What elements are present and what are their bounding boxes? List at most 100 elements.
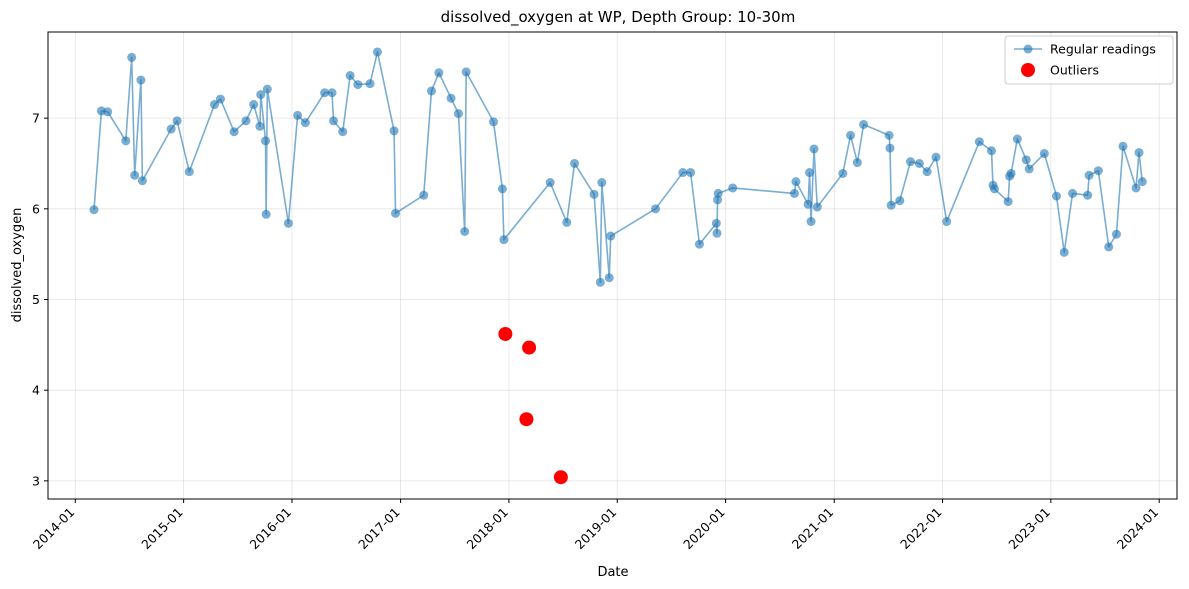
regular-reading-point [931, 152, 941, 162]
regular-reading-point [884, 130, 894, 140]
regular-reading-point [353, 80, 363, 90]
regular-reading-point [249, 100, 259, 110]
regular-reading-point [914, 158, 924, 168]
regular-reading-point [166, 124, 176, 134]
regular-reading-point [678, 168, 688, 178]
regular-reading-point [453, 109, 463, 119]
regular-reading-point [886, 200, 896, 210]
regular-reading-point [1006, 168, 1016, 178]
regular-reading-point [130, 170, 140, 180]
y-tick-label: 4 [32, 383, 40, 398]
regular-reading-point [974, 137, 984, 147]
regular-reading-point [686, 168, 696, 178]
y-tick-label: 7 [32, 111, 40, 126]
y-axis-title: dissolved_oxygen [10, 208, 25, 323]
regular-reading-point [327, 88, 337, 98]
regular-reading-point [365, 79, 375, 89]
regular-reading-point [846, 130, 856, 140]
legend-label-outliers: Outliers [1050, 63, 1099, 78]
regular-reading-point [338, 127, 348, 137]
regular-reading-point [606, 231, 616, 241]
regular-reading-point [809, 144, 819, 154]
regular-reading-point [651, 204, 661, 214]
regular-reading-point [172, 116, 182, 126]
regular-reading-point [283, 218, 293, 228]
regular-reading-point [859, 119, 869, 129]
outlier-point [553, 470, 568, 485]
regular-reading-point [1093, 166, 1103, 176]
regular-reading-point [446, 93, 456, 103]
regular-reading-point [1111, 229, 1121, 239]
regular-reading-point [261, 136, 271, 146]
regular-reading-point [806, 217, 816, 227]
regular-reading-point [694, 239, 704, 249]
regular-reading-point [711, 218, 721, 228]
regular-reading-point [262, 84, 272, 94]
regular-reading-point [460, 226, 470, 236]
regular-reading-point [434, 68, 444, 78]
regular-reading-point [121, 136, 131, 146]
regular-reading-point [989, 184, 999, 194]
regular-reading-point [136, 75, 146, 85]
regular-reading-point [1068, 188, 1078, 198]
regular-reading-point [1104, 242, 1114, 252]
regular-reading-point [391, 208, 401, 218]
regular-reading-point [210, 100, 220, 110]
regular-reading-point [497, 184, 507, 194]
regular-reading-point [488, 117, 498, 127]
chart-title: dissolved_oxygen at WP, Depth Group: 10-… [441, 8, 796, 27]
regular-reading-point [1083, 190, 1093, 200]
outlier-point [498, 326, 513, 341]
regular-reading-point [1024, 164, 1034, 174]
regular-reading-point [426, 86, 436, 96]
regular-reading-point [545, 178, 555, 188]
regular-reading-point [1084, 170, 1094, 180]
legend-box [1004, 35, 1174, 85]
regular-reading-point [885, 143, 895, 153]
regular-reading-point [184, 167, 194, 177]
regular-reading-point [570, 158, 580, 168]
legend-label-regular: Regular readings [1050, 42, 1156, 57]
regular-reading-point [256, 90, 266, 100]
regular-reading-point [987, 146, 997, 156]
regular-reading-point [389, 126, 399, 136]
regular-reading-point [345, 71, 355, 81]
regular-reading-point [103, 107, 113, 117]
legend: Regular readings Outliers [1004, 35, 1174, 85]
regular-reading-point [1134, 148, 1144, 158]
regular-reading-point [852, 158, 862, 168]
outlier-point [519, 412, 534, 427]
regular-reading-point [293, 110, 303, 120]
regular-reading-point [329, 116, 339, 126]
regular-readings-series [89, 47, 1147, 287]
regular-reading-point [1131, 183, 1141, 193]
regular-reading-point [1012, 134, 1022, 144]
regular-reading-point [499, 235, 509, 245]
regular-reading-point [261, 209, 271, 219]
regular-reading-point [562, 217, 572, 227]
regular-reading-point [589, 189, 599, 199]
regular-reading-point [789, 188, 799, 198]
regular-reading-point [597, 178, 607, 188]
regular-reading-point [300, 118, 310, 128]
regular-reading-point [922, 167, 932, 177]
regular-reading-point [805, 168, 815, 178]
regular-reading-point [419, 190, 429, 200]
y-axis-ticks: 3 4 5 6 7 [32, 111, 48, 488]
regular-reading-point [89, 205, 99, 215]
regular-reading-point [728, 183, 738, 193]
regular-reading-point [1137, 177, 1147, 187]
regular-reading-point [1039, 149, 1049, 159]
regular-reading-point [713, 188, 723, 198]
regular-reading-point [229, 127, 239, 137]
regular-reading-point [791, 177, 801, 187]
plot-area-frame [47, 31, 1178, 500]
y-tick-label: 5 [32, 292, 40, 307]
regular-reading-point [1052, 191, 1062, 201]
regular-reading-point [812, 202, 822, 212]
regular-reading-point [320, 88, 330, 98]
regular-reading-point [905, 157, 915, 167]
regular-reading-point [803, 199, 813, 209]
regular-reading-point [461, 67, 471, 77]
